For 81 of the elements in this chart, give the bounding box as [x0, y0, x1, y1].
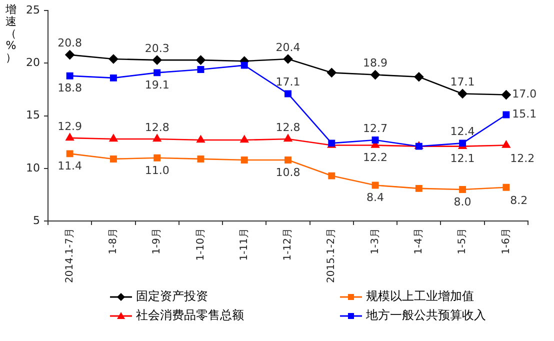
y-tick-label: 15 — [26, 108, 40, 122]
data-label: 12.2 — [510, 152, 535, 166]
data-label: 8.2 — [510, 194, 528, 208]
point — [196, 55, 206, 65]
data-label: 12.2 — [363, 151, 388, 164]
legend-label: 社会消费品零售总额 — [136, 307, 244, 324]
y-axis-title: 增速（%） — [4, 3, 18, 64]
point — [370, 70, 380, 80]
data-label: 20.8 — [58, 36, 82, 50]
x-tick-label: 1-12月 — [282, 228, 294, 261]
point — [502, 90, 511, 100]
y-tick-label: 25 — [26, 3, 40, 16]
data-label: 12.9 — [58, 120, 82, 133]
point — [240, 156, 248, 164]
data-label: 10.8 — [276, 166, 300, 179]
x-tick-label: 1-4月 — [414, 228, 424, 254]
point — [65, 50, 74, 60]
data-label: 18.9 — [363, 56, 388, 70]
data-label: 20.3 — [144, 42, 170, 55]
data-label: 18.8 — [58, 82, 82, 95]
point — [66, 72, 74, 80]
point — [196, 135, 205, 143]
point — [502, 140, 510, 148]
data-label: 11.4 — [58, 160, 82, 173]
x-tick-label: 2014.1-7月 — [64, 228, 76, 284]
data-label: 8.0 — [454, 195, 472, 208]
y-tick-label: 20 — [26, 56, 40, 70]
data-label: 17.1 — [276, 76, 300, 89]
point — [372, 182, 379, 189]
legend-label: 规模以上工业增加值 — [366, 288, 474, 305]
point — [414, 72, 424, 82]
point — [154, 154, 161, 162]
point — [372, 136, 379, 144]
data-label: 12.7 — [363, 122, 388, 135]
x-tick-label: 1-10月 — [195, 228, 206, 261]
data-label: 12.8 — [144, 120, 170, 134]
point — [109, 134, 118, 142]
point — [110, 155, 117, 162]
point — [415, 184, 422, 192]
data-label: 12.8 — [276, 120, 300, 134]
point — [66, 133, 74, 141]
point — [502, 184, 510, 191]
point — [66, 150, 74, 158]
point — [154, 69, 161, 76]
x-tick-label: 1-5月 — [457, 228, 468, 254]
data-label: 12.1 — [450, 152, 475, 166]
data-label: 12.4 — [450, 125, 475, 138]
point — [283, 54, 293, 64]
point — [459, 186, 466, 193]
x-tick-label: 1-8月 — [108, 228, 120, 254]
point — [284, 156, 292, 164]
data-label: 20.4 — [276, 40, 300, 54]
legend-label: 固定资产投资 — [136, 288, 208, 305]
data-label: 8.4 — [366, 191, 384, 204]
data-label: 17.1 — [450, 76, 475, 89]
point — [240, 62, 248, 69]
x-tick-label: 1-3月 — [370, 228, 381, 254]
point — [284, 134, 292, 142]
data-label: 17.0 — [512, 88, 537, 101]
point — [240, 135, 248, 143]
point — [326, 68, 336, 78]
data-label: 19.1 — [144, 78, 170, 92]
y-tick-label: 5 — [32, 214, 40, 227]
point — [152, 134, 162, 142]
point — [110, 74, 117, 82]
point — [328, 172, 336, 180]
x-tick-label: 1-6月 — [500, 228, 512, 254]
point — [458, 89, 468, 98]
point — [502, 111, 510, 118]
x-tick-label: 1-9月 — [152, 228, 163, 254]
x-tick-label: 2015.1-2月 — [326, 228, 338, 284]
point — [108, 54, 118, 64]
point — [284, 90, 292, 98]
point — [152, 55, 162, 65]
y-tick-label: 10 — [26, 161, 40, 174]
legend-label: 地方一般公共预算收入 — [366, 307, 486, 324]
data-label: 15.1 — [512, 108, 537, 121]
data-label: 11.0 — [144, 164, 170, 177]
point — [197, 66, 204, 73]
point — [197, 155, 204, 162]
x-tick-label: 1-11月 — [238, 228, 250, 261]
